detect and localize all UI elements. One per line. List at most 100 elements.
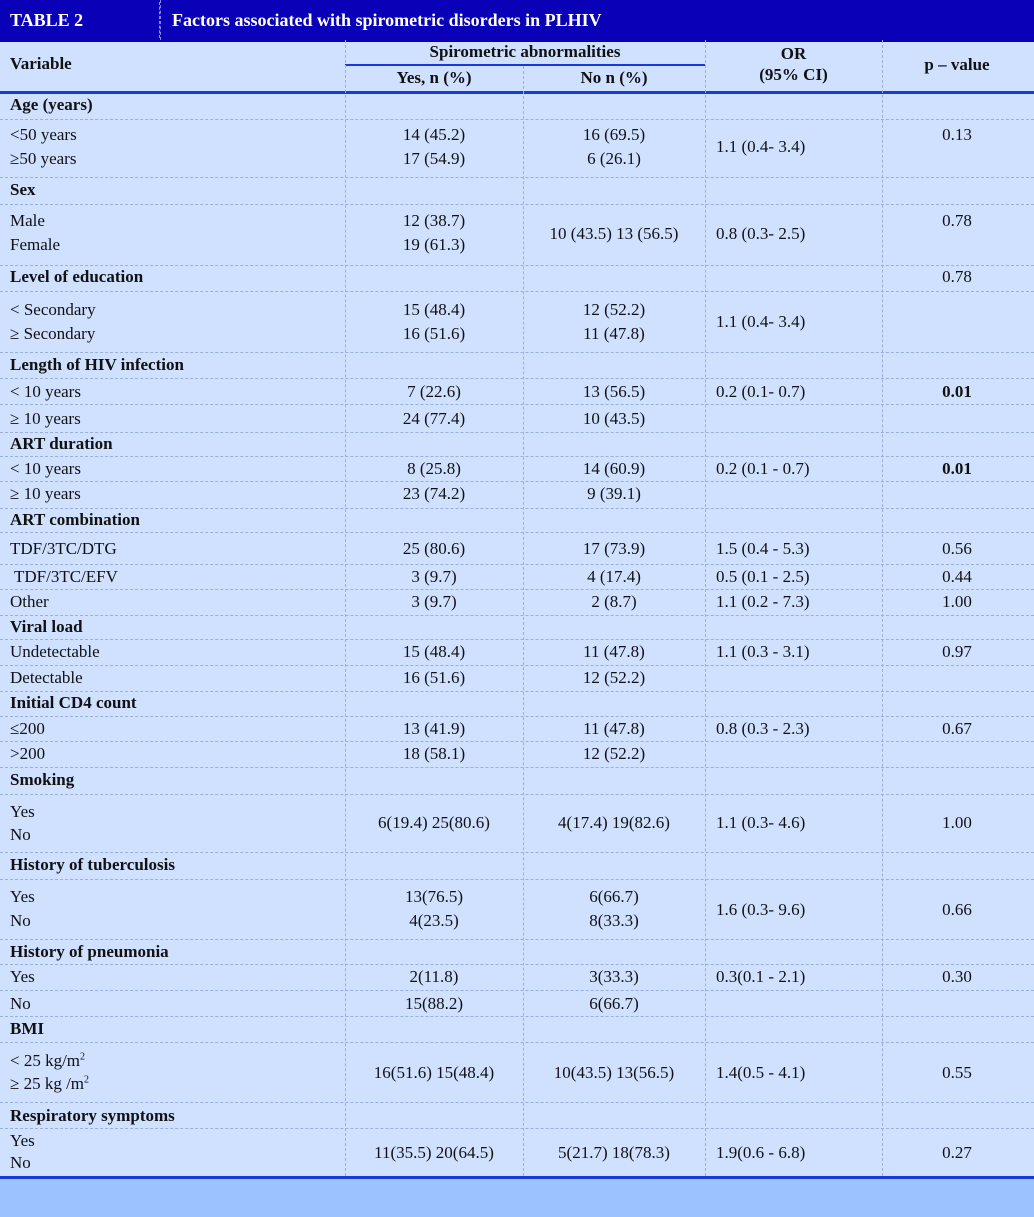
page-footer-band [0, 1179, 1034, 1217]
row-label: >200 [10, 744, 46, 763]
row-label: TDF/3TC/DTG [10, 539, 117, 558]
row-label: ≤200 [10, 719, 45, 738]
cell-p: 0.44 [942, 567, 972, 586]
table-title: Factors associated with spirometric diso… [172, 9, 602, 30]
cell-yes: 16 (51.6) [402, 324, 466, 343]
cell-yes: 18 (58.1) [402, 744, 466, 763]
cell-p: 0.78 [942, 267, 972, 286]
table-row: Yes No 13(76.5) 4(23.5) 6(66.7) 8(33.3) … [0, 880, 1034, 940]
cell-or: 1.9(0.6 - 6.8) [716, 1143, 806, 1162]
cell-no: 5(21.7) 18(78.3) [558, 1143, 670, 1162]
cell-or: 1.4(0.5 - 4.1) [716, 1063, 806, 1082]
section-row-age: Age (years) [0, 94, 1034, 120]
row-label: Yes [10, 967, 35, 986]
row-label: Yes [10, 802, 35, 821]
cell-or: 1.1 (0.4- 3.4) [716, 312, 806, 331]
section-title: History of tuberculosis [10, 855, 175, 874]
section-title: ART duration [10, 434, 113, 453]
cell-or: 0.2 (0.1 - 0.7) [716, 459, 810, 478]
table-row: Yes 2(11.8) 3(33.3) 0.3(0.1 - 2.1) 0.30 [0, 965, 1034, 991]
section-title: Sex [10, 180, 36, 199]
row-label: No [10, 911, 31, 930]
cell-yes: 13(76.5) [404, 887, 464, 906]
cell-no: 6(66.7) [589, 887, 639, 906]
row-label: Female [10, 235, 61, 254]
cell-p: 0.78 [942, 211, 972, 230]
section-row-art-combination: ART combination [0, 509, 1034, 533]
row-label: ≥ Secondary [10, 324, 96, 343]
header-yes: Yes, n (%) [396, 68, 472, 87]
table-row: Yes No 6(19.4) 25(80.6) 4(17.4) 19(82.6)… [0, 795, 1034, 853]
section-title: ART combination [10, 510, 140, 529]
cell-yes: 16 (51.6) [402, 668, 466, 687]
table-row: Yes No 11(35.5) 20(64.5) 5(21.7) 18(78.3… [0, 1129, 1034, 1176]
cell-or: 1.6 (0.3- 9.6) [716, 900, 806, 919]
cell-yes: 25 (80.6) [402, 539, 466, 558]
table-row: TDF/3TC/DTG 25 (80.6) 17 (73.9) 1.5 (0.4… [0, 533, 1034, 565]
col-divider-1 [345, 40, 346, 1176]
row-label: Yes [10, 1131, 35, 1150]
cell-no: 2 (8.7) [591, 592, 637, 611]
section-title: Age (years) [10, 95, 93, 114]
cell-yes: 19 (61.3) [402, 235, 466, 254]
cell-no: 10 (43.5) 13 (56.5) [549, 224, 679, 243]
cell-p: 0.27 [942, 1143, 972, 1162]
table-row: ≥ 10 years 23 (74.2) 9 (39.1) [0, 482, 1034, 509]
section-title: Initial CD4 count [10, 693, 137, 712]
table-row: Detectable 16 (51.6) 12 (52.2) [0, 666, 1034, 692]
section-row-art-duration: ART duration [0, 433, 1034, 457]
row-label: Male [10, 211, 45, 230]
cell-yes: 17 (54.9) [402, 149, 466, 168]
cell-p: 0.01 [942, 382, 972, 401]
header-no: No n (%) [580, 68, 648, 87]
cell-no: 4(17.4) 19(82.6) [558, 813, 670, 832]
cell-yes: 7 (22.6) [407, 382, 461, 401]
section-row-education: Level of education 0.78 [0, 266, 1034, 292]
cell-p: 0.97 [942, 642, 972, 661]
cell-or: 1.1 (0.3- 4.6) [716, 813, 806, 832]
table-row: Male Female 12 (38.7) 19 (61.3) 10 (43.5… [0, 205, 1034, 266]
cell-or: 1.5 (0.4 - 5.3) [716, 539, 810, 558]
table-row: < 10 years 8 (25.8) 14 (60.9) 0.2 (0.1 -… [0, 457, 1034, 482]
cell-no: 6(66.7) [589, 994, 639, 1013]
cell-no: 10 (43.5) [582, 409, 646, 428]
cell-p: 1.00 [942, 813, 972, 832]
cell-no: 12 (52.2) [582, 300, 646, 319]
row-label: Undetectable [10, 642, 100, 661]
cell-yes: 24 (77.4) [402, 409, 466, 428]
table-title-bar: TABLE 2 Factors associated with spiromet… [0, 0, 1034, 42]
table-row: Other 3 (9.7) 2 (8.7) 1.1 (0.2 - 7.3) 1.… [0, 590, 1034, 616]
section-row-cd4: Initial CD4 count [0, 692, 1034, 717]
header-variable: Variable [10, 54, 72, 73]
cell-yes: 14 (45.2) [402, 125, 466, 144]
row-label: Detectable [10, 668, 83, 687]
cell-yes: 11(35.5) 20(64.5) [374, 1143, 494, 1162]
row-label: ≥50 years [10, 149, 77, 168]
row-label: No [10, 994, 31, 1013]
section-title: History of pneumonia [10, 942, 169, 961]
cell-no: 14 (60.9) [582, 459, 646, 478]
header-group-rule [345, 64, 705, 66]
cell-yes: 23 (74.2) [402, 484, 466, 503]
row-label: < Secondary [10, 300, 96, 319]
row-label: ≥ 25 kg /m2 [10, 1074, 90, 1093]
cell-or: 0.5 (0.1 - 2.5) [716, 567, 810, 586]
section-title: Respiratory symptoms [10, 1106, 175, 1125]
table-bottom-rule [0, 1176, 1034, 1179]
cell-yes: 13 (41.9) [402, 719, 466, 738]
row-label: <50 years [10, 125, 77, 144]
table-row: < 25 kg/m2 ≥ 25 kg /m2 16(51.6) 15(48.4)… [0, 1043, 1034, 1103]
row-label: < 10 years [10, 382, 81, 401]
header-group: Spirometric abnormalities [429, 42, 621, 61]
cell-or: 1.1 (0.3 - 3.1) [716, 642, 810, 661]
cell-p: 0.01 [942, 459, 972, 478]
cell-yes: 8 (25.8) [407, 459, 461, 478]
section-title: Length of HIV infection [10, 355, 184, 374]
cell-no: 6 (26.1) [587, 149, 641, 168]
table-row: ≤200 13 (41.9) 11 (47.8) 0.8 (0.3 - 2.3)… [0, 717, 1034, 742]
title-divider [160, 0, 161, 40]
section-row-sex: Sex [0, 178, 1034, 205]
cell-or: 1.1 (0.4- 3.4) [716, 137, 806, 156]
cell-or: 1.1 (0.2 - 7.3) [716, 592, 810, 611]
cell-p: 0.55 [942, 1063, 972, 1082]
